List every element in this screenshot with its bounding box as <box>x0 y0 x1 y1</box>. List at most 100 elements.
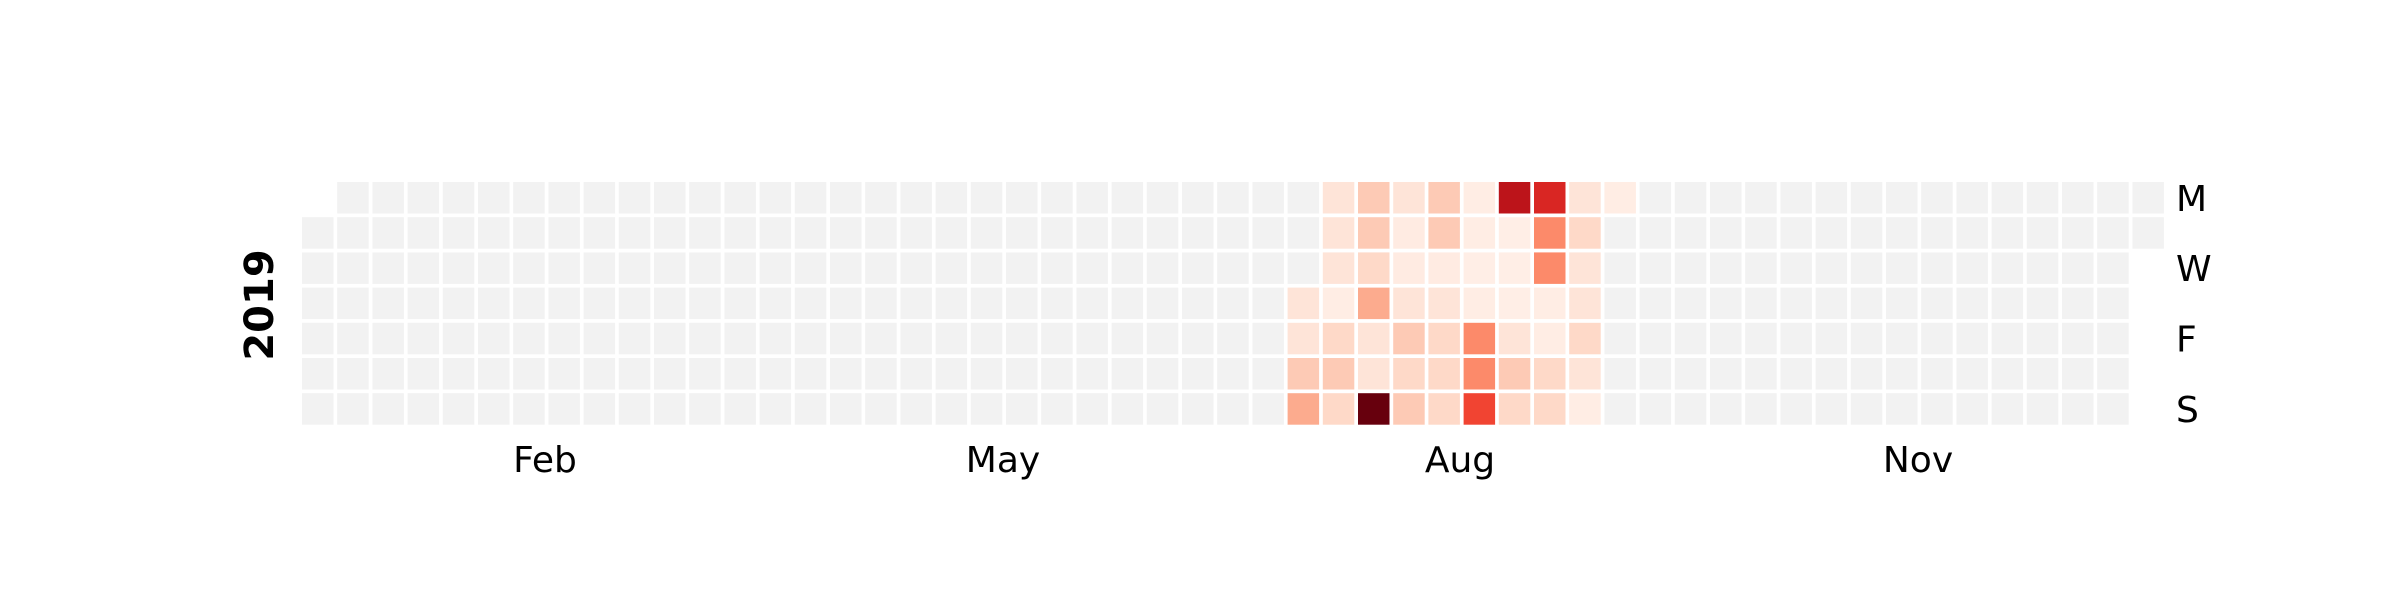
heatmap-cell <box>1322 287 1355 320</box>
heatmap-cell-empty <box>1041 287 1073 320</box>
heatmap-cell-empty <box>830 322 862 355</box>
heatmap-cell <box>1463 252 1496 284</box>
heatmap-cell-empty <box>1815 182 1848 214</box>
heatmap-cell-empty <box>759 322 792 355</box>
heatmap-cell-empty <box>794 182 827 214</box>
heatmap-cell-empty <box>583 287 616 320</box>
heatmap-cell <box>1358 217 1390 249</box>
heatmap-cell-empty <box>513 358 545 390</box>
heatmap-cell-empty <box>513 217 545 249</box>
heatmap-cell-empty <box>900 358 932 390</box>
heatmap-cell-empty <box>935 287 968 320</box>
heatmap-cell-empty <box>865 287 897 320</box>
heatmap-cell-empty <box>1252 287 1284 320</box>
heatmap-cell-empty <box>1182 252 1214 284</box>
heatmap-cell-empty <box>2097 252 2129 284</box>
heatmap-cell <box>1358 252 1390 284</box>
heatmap-cell-empty <box>1006 252 1038 284</box>
heatmap-cell-empty <box>1991 358 2024 390</box>
heatmap-cell <box>1463 287 1496 320</box>
heatmap-cell <box>1498 182 1531 214</box>
heatmap-cell <box>1322 358 1355 390</box>
heatmap-cell-empty <box>794 252 827 284</box>
heatmap-cell-empty <box>1921 393 1953 425</box>
heatmap-cell-empty <box>618 358 651 390</box>
heatmap-cell-empty <box>1710 217 1742 249</box>
weekday-labels: M W F S <box>2176 179 2212 431</box>
heatmap-cell-empty <box>1041 217 1073 249</box>
heatmap-cell-empty <box>1674 182 1707 214</box>
heatmap-cell <box>1322 252 1355 284</box>
heatmap-cell-empty <box>970 322 1003 355</box>
heatmap-cell-empty <box>1252 252 1284 284</box>
heatmap-cell-empty <box>1146 322 1179 355</box>
heatmap-cell-empty <box>830 217 862 249</box>
heatmap-cell-empty <box>1710 287 1742 320</box>
heatmap-cell <box>1428 322 1460 355</box>
heatmap-cell <box>1498 358 1531 390</box>
heatmap-cell <box>1463 358 1496 390</box>
heatmap-cell-empty <box>970 393 1003 425</box>
heatmap-cell-empty <box>583 393 616 425</box>
heatmap-cell-empty <box>1745 393 1777 425</box>
heatmap-cell <box>1428 252 1460 284</box>
heatmap-cell-empty <box>548 287 580 320</box>
heatmap-cell-empty <box>1217 182 1249 214</box>
heatmap-cell-empty <box>1111 287 1144 320</box>
heatmap-cell-empty <box>1041 358 1073 390</box>
heatmap-cell <box>1393 358 1425 390</box>
heatmap-cell-empty <box>442 252 475 284</box>
heatmap-cell-empty <box>794 322 827 355</box>
heatmap-cell <box>1569 217 1601 249</box>
heatmap-cell-empty <box>442 287 475 320</box>
month-label-may: May <box>966 440 1040 481</box>
heatmap-cell-empty <box>1815 287 1848 320</box>
heatmap-cell-empty <box>1076 393 1108 425</box>
heatmap-cell-empty <box>548 252 580 284</box>
heatmap-cell-empty <box>478 393 510 425</box>
heatmap-cell-empty <box>830 393 862 425</box>
heatmap-cell-empty <box>759 358 792 390</box>
heatmap-cell <box>1287 287 1320 320</box>
heatmap-cell-empty <box>724 217 756 249</box>
month-label-nov: Nov <box>1883 440 1953 481</box>
heatmap-cell-empty <box>1182 182 1214 214</box>
heatmap-cell-empty <box>442 322 475 355</box>
heatmap-cell-empty <box>830 252 862 284</box>
heatmap-cell-empty <box>1604 393 1636 425</box>
heatmap-cell-empty <box>2097 217 2129 249</box>
heatmap-cell-empty <box>442 358 475 390</box>
heatmap-cell-empty <box>724 287 756 320</box>
heatmap-cell-empty <box>1850 182 1883 214</box>
heatmap-cell-empty <box>759 393 792 425</box>
heatmap-cell-empty <box>2026 182 2059 214</box>
heatmap-cell-empty <box>1639 252 1672 284</box>
heatmap-cell-empty <box>2097 358 2129 390</box>
weekday-label-sunday: S <box>2176 390 2199 431</box>
heatmap-cell <box>1393 217 1425 249</box>
heatmap-cell-empty <box>1745 358 1777 390</box>
heatmap-cell-empty <box>900 322 932 355</box>
heatmap-cell <box>1322 322 1355 355</box>
heatmap-cell-empty <box>2026 393 2059 425</box>
heatmap-cell-empty <box>478 358 510 390</box>
heatmap-cell-empty <box>1006 182 1038 214</box>
heatmap-cell-empty <box>407 287 440 320</box>
heatmap-cell-empty <box>1076 287 1108 320</box>
heatmap-cell-empty <box>548 217 580 249</box>
heatmap-cell-empty <box>970 252 1003 284</box>
heatmap-cell-empty <box>1710 358 1742 390</box>
heatmap-cell-empty <box>654 393 686 425</box>
heatmap-cell-empty <box>1745 287 1777 320</box>
heatmap-cell <box>1358 358 1390 390</box>
heatmap-cell-empty <box>1006 322 1038 355</box>
heatmap-cell-empty <box>337 393 369 425</box>
heatmap-cell-empty <box>2026 287 2059 320</box>
heatmap-cell-empty <box>1146 217 1179 249</box>
heatmap-cell-empty <box>970 358 1003 390</box>
heatmap-cell-empty <box>1850 252 1883 284</box>
heatmap-cell-empty <box>689 322 721 355</box>
heatmap-cell-empty <box>1886 252 1918 284</box>
heatmap-cell-empty <box>1006 287 1038 320</box>
heatmap-cell-empty <box>1217 217 1249 249</box>
